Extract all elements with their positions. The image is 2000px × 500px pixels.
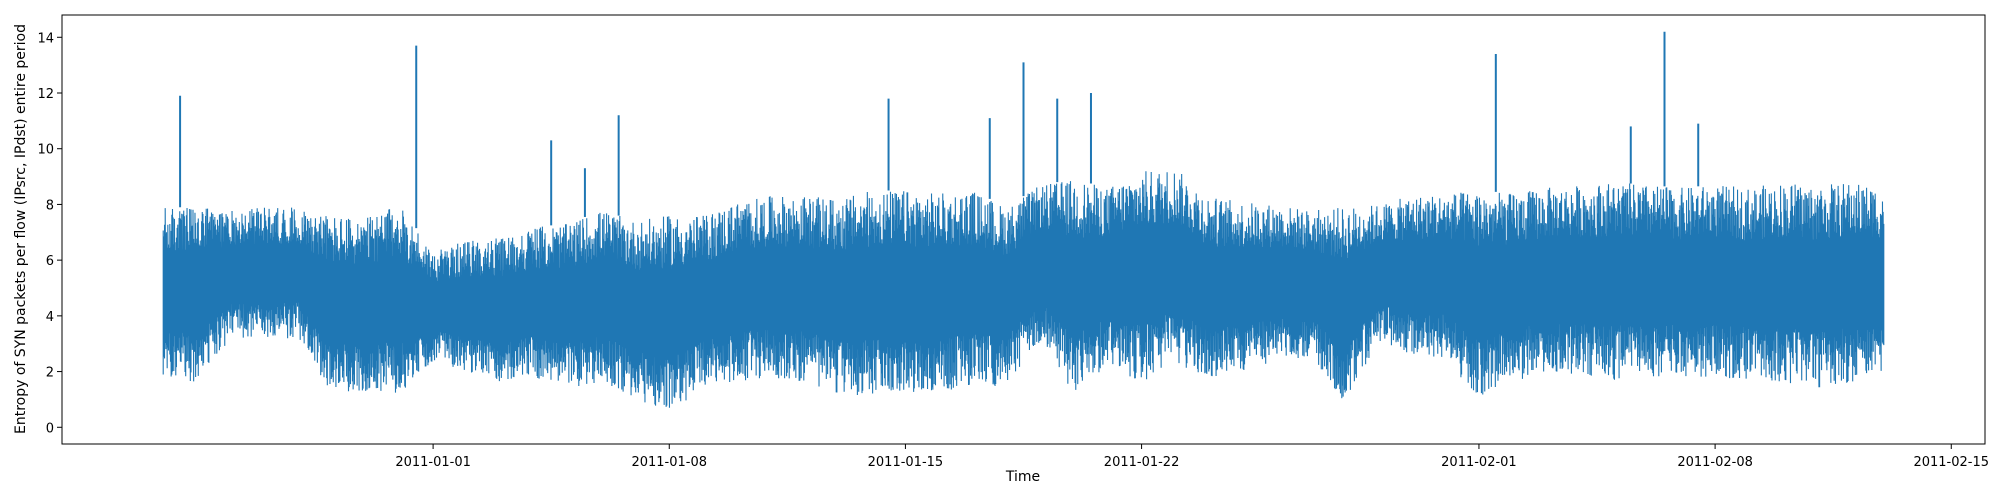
y-tick-label: 4 (46, 310, 54, 325)
x-tick-label: 2011-01-01 (395, 455, 471, 470)
x-tick-label: 2011-02-08 (1677, 455, 1753, 470)
y-tick-label: 12 (37, 87, 54, 102)
x-ticks-layer: 2011-01-01 2011-01-08 2011-01-15 2011-01-22… (395, 444, 1989, 470)
y-tick-label: 8 (46, 198, 54, 213)
x-axis-label: Time (1005, 469, 1040, 485)
x-tick-label: 2011-01-15 (868, 455, 944, 470)
y-tick-label: 6 (46, 254, 54, 269)
y-tick-label: 10 (37, 143, 54, 158)
y-axis-label: Entropy of SYN packets per flow (IPsrc, … (13, 24, 29, 434)
x-tick-label: 2011-01-22 (1104, 455, 1180, 470)
x-tick-label: 2011-02-15 (1913, 455, 1989, 470)
plot-area (61, 14, 1986, 445)
x-tick-label: 2011-02-01 (1441, 455, 1517, 470)
series-line (162, 171, 1885, 408)
y-ticks-layer: 0 2 4 6 8 10 12 14 (37, 31, 62, 436)
y-tick-label: 14 (37, 31, 54, 46)
x-tick-label: 2011-01-08 (631, 455, 707, 470)
y-tick-label: 0 (46, 421, 54, 436)
y-tick-label: 2 (46, 366, 54, 381)
series-layer (162, 31, 1885, 408)
